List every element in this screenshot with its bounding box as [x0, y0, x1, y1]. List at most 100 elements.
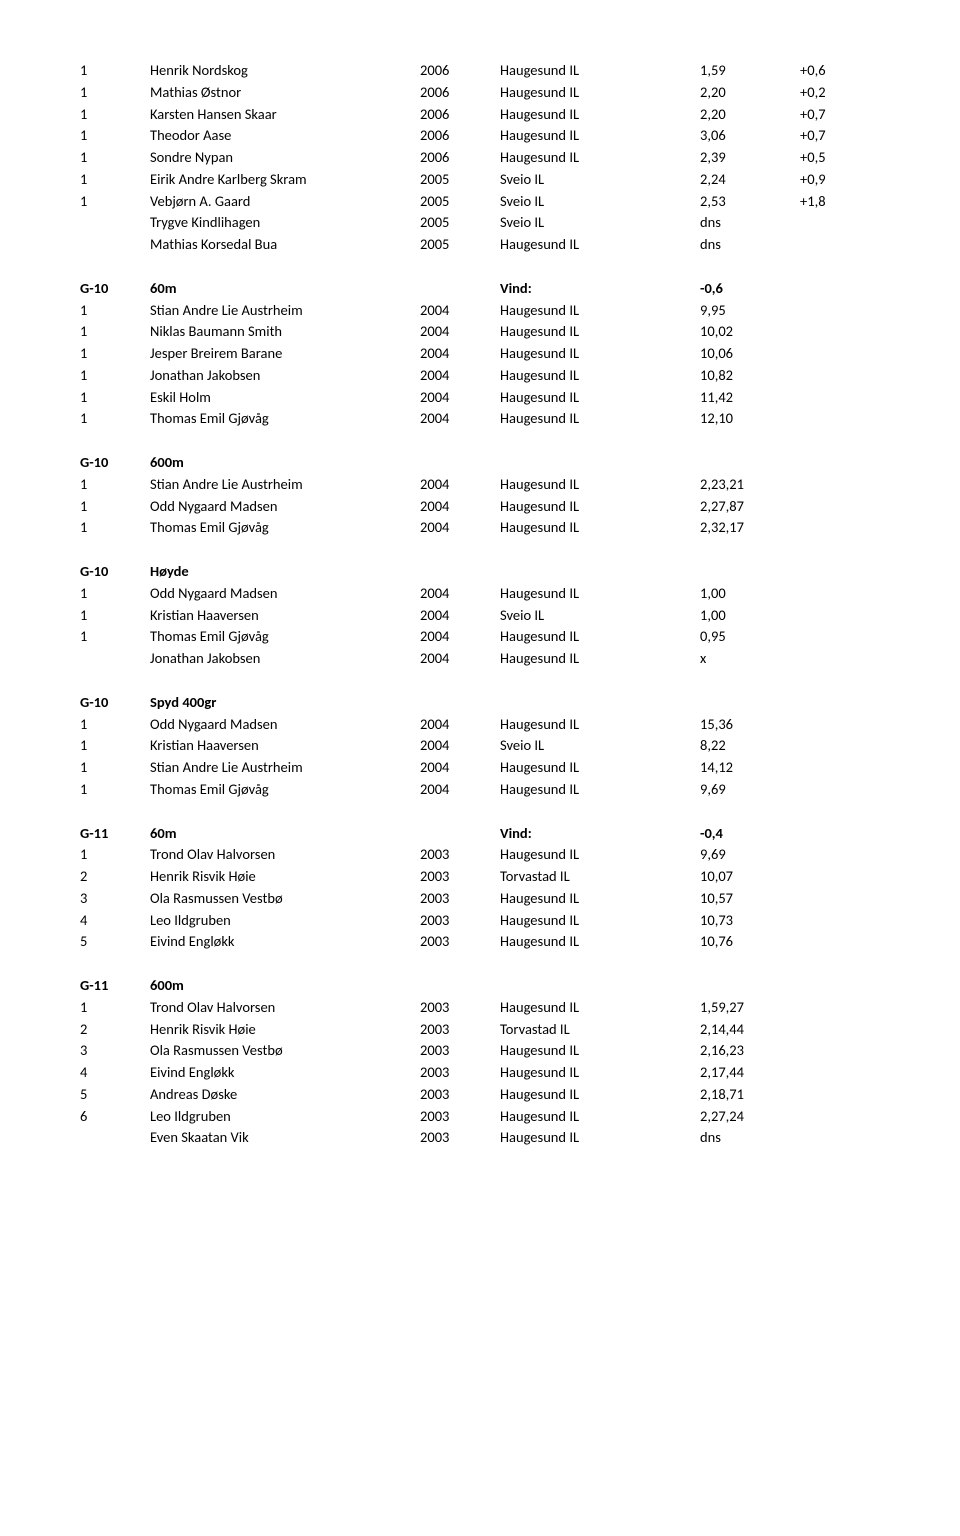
header-wind-label: Vind:: [500, 278, 700, 300]
result-row: 6Leo Ildgruben2003Haugesund IL2,27,24: [80, 1106, 880, 1128]
result-row: 1Eskil Holm2004Haugesund IL11,42: [80, 387, 880, 409]
result-row: Trygve Kindlihagen2005Sveio ILdns: [80, 212, 880, 234]
athlete-name: Odd Nygaard Madsen: [150, 496, 420, 518]
section-header: G-10600m: [80, 452, 880, 474]
result-row: 1Odd Nygaard Madsen2004Haugesund IL15,36: [80, 714, 880, 736]
results-document: 1Henrik Nordskog2006Haugesund IL1,59+0,6…: [80, 60, 880, 1149]
athlete-name: Trond Olav Halvorsen: [150, 997, 420, 1019]
result: 2,32,17: [700, 517, 800, 539]
header-wind-label: [500, 561, 700, 583]
athlete-name: Kristian Haaversen: [150, 605, 420, 627]
header-col3: [420, 975, 500, 997]
section-spacer: [80, 670, 880, 692]
wind: [800, 910, 860, 932]
header-wind-value: [700, 975, 800, 997]
place: 1: [80, 408, 150, 430]
wind: [800, 234, 860, 256]
birth-year: 2005: [420, 191, 500, 213]
athlete-name: Sondre Nypan: [150, 147, 420, 169]
place: 1: [80, 191, 150, 213]
athlete-name: Niklas Baumann Smith: [150, 321, 420, 343]
result: 2,18,71: [700, 1084, 800, 1106]
header-event: 60m: [150, 823, 420, 845]
birth-year: 2003: [420, 1084, 500, 1106]
place: 1: [80, 60, 150, 82]
athlete-name: Vebjørn A. Gaard: [150, 191, 420, 213]
place: [80, 234, 150, 256]
wind: +0,2: [800, 82, 860, 104]
club: Sveio IL: [500, 735, 700, 757]
header-group: G-11: [80, 823, 150, 845]
club: Haugesund IL: [500, 408, 700, 430]
wind: [800, 757, 860, 779]
athlete-name: Even Skaatan Vik: [150, 1127, 420, 1149]
club: Haugesund IL: [500, 1084, 700, 1106]
result-row: Jonathan Jakobsen2004Haugesund ILx: [80, 648, 880, 670]
wind: [800, 779, 860, 801]
result-row: 1Kristian Haaversen2004Sveio IL8,22: [80, 735, 880, 757]
place: 5: [80, 931, 150, 953]
section-header: G-10Høyde: [80, 561, 880, 583]
athlete-name: Eivind Engløkk: [150, 931, 420, 953]
result: 10,57: [700, 888, 800, 910]
wind: [800, 474, 860, 496]
wind: [800, 714, 860, 736]
header-wind-label: [500, 452, 700, 474]
wind: [800, 844, 860, 866]
birth-year: 2006: [420, 82, 500, 104]
result-row: Mathias Korsedal Bua2005Haugesund ILdns: [80, 234, 880, 256]
place: 1: [80, 496, 150, 518]
athlete-name: Eirik Andre Karlberg Skram: [150, 169, 420, 191]
result-row: 1Thomas Emil Gjøvåg2004Haugesund IL12,10: [80, 408, 880, 430]
birth-year: 2004: [420, 735, 500, 757]
header-col6: [800, 561, 860, 583]
result: 9,69: [700, 844, 800, 866]
result-row: 1Jonathan Jakobsen2004Haugesund IL10,82: [80, 365, 880, 387]
result-row: 1Eirik Andre Karlberg Skram2005Sveio IL2…: [80, 169, 880, 191]
birth-year: 2003: [420, 1127, 500, 1149]
header-wind-value: [700, 692, 800, 714]
result-row: 1Mathias Østnor2006Haugesund IL2,20+0,2: [80, 82, 880, 104]
birth-year: 2004: [420, 387, 500, 409]
wind: [800, 387, 860, 409]
athlete-name: Stian Andre Lie Austrheim: [150, 474, 420, 496]
club: Haugesund IL: [500, 888, 700, 910]
result-row: 1Vebjørn A. Gaard2005Sveio IL2,53+1,8: [80, 191, 880, 213]
birth-year: 2005: [420, 212, 500, 234]
wind: +0,7: [800, 104, 860, 126]
club: Haugesund IL: [500, 1062, 700, 1084]
athlete-name: Odd Nygaard Madsen: [150, 714, 420, 736]
club: Haugesund IL: [500, 321, 700, 343]
place: 1: [80, 735, 150, 757]
result: 2,53: [700, 191, 800, 213]
result-row: 2Henrik Risvik Høie2003Torvastad IL10,07: [80, 866, 880, 888]
birth-year: 2006: [420, 125, 500, 147]
section-spacer: [80, 953, 880, 975]
club: Haugesund IL: [500, 147, 700, 169]
result: 2,23,21: [700, 474, 800, 496]
athlete-name: Henrik Risvik Høie: [150, 866, 420, 888]
header-group: G-10: [80, 561, 150, 583]
wind: [800, 866, 860, 888]
birth-year: 2006: [420, 147, 500, 169]
place: 1: [80, 82, 150, 104]
athlete-name: Thomas Emil Gjøvåg: [150, 517, 420, 539]
birth-year: 2004: [420, 714, 500, 736]
result: 14,12: [700, 757, 800, 779]
result-row: 5Andreas Døske2003Haugesund IL2,18,71: [80, 1084, 880, 1106]
athlete-name: Thomas Emil Gjøvåg: [150, 779, 420, 801]
athlete-name: Thomas Emil Gjøvåg: [150, 626, 420, 648]
place: 1: [80, 844, 150, 866]
result: x: [700, 648, 800, 670]
wind: [800, 1106, 860, 1128]
result: 2,20: [700, 82, 800, 104]
header-col3: [420, 452, 500, 474]
birth-year: 2004: [420, 605, 500, 627]
result: 2,17,44: [700, 1062, 800, 1084]
header-col6: [800, 452, 860, 474]
place: [80, 648, 150, 670]
athlete-name: Eskil Holm: [150, 387, 420, 409]
birth-year: 2004: [420, 321, 500, 343]
place: 1: [80, 104, 150, 126]
birth-year: 2003: [420, 1062, 500, 1084]
